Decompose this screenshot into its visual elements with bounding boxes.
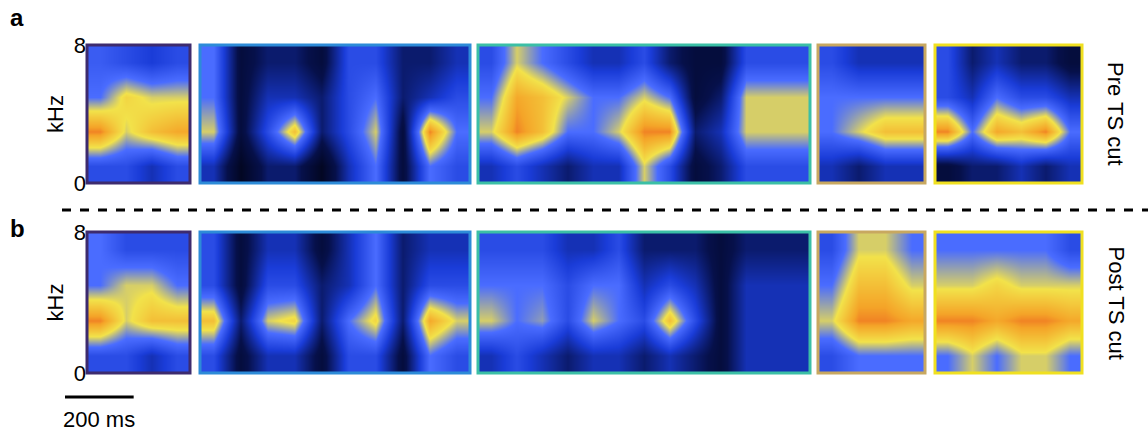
svg-text:kHz: kHz (43, 284, 68, 322)
svg-text:a: a (10, 4, 24, 31)
svg-text:Post TS cut: Post TS cut (1104, 247, 1129, 360)
svg-text:b: b (10, 215, 25, 242)
svg-text:kHz: kHz (43, 95, 68, 133)
svg-text:200 ms: 200 ms (63, 407, 135, 432)
svg-text:8: 8 (74, 33, 86, 58)
svg-text:0: 0 (74, 171, 86, 196)
svg-text:0: 0 (74, 361, 86, 386)
svg-text:Pre TS cut: Pre TS cut (1103, 62, 1128, 166)
svg-text:8: 8 (74, 220, 86, 245)
